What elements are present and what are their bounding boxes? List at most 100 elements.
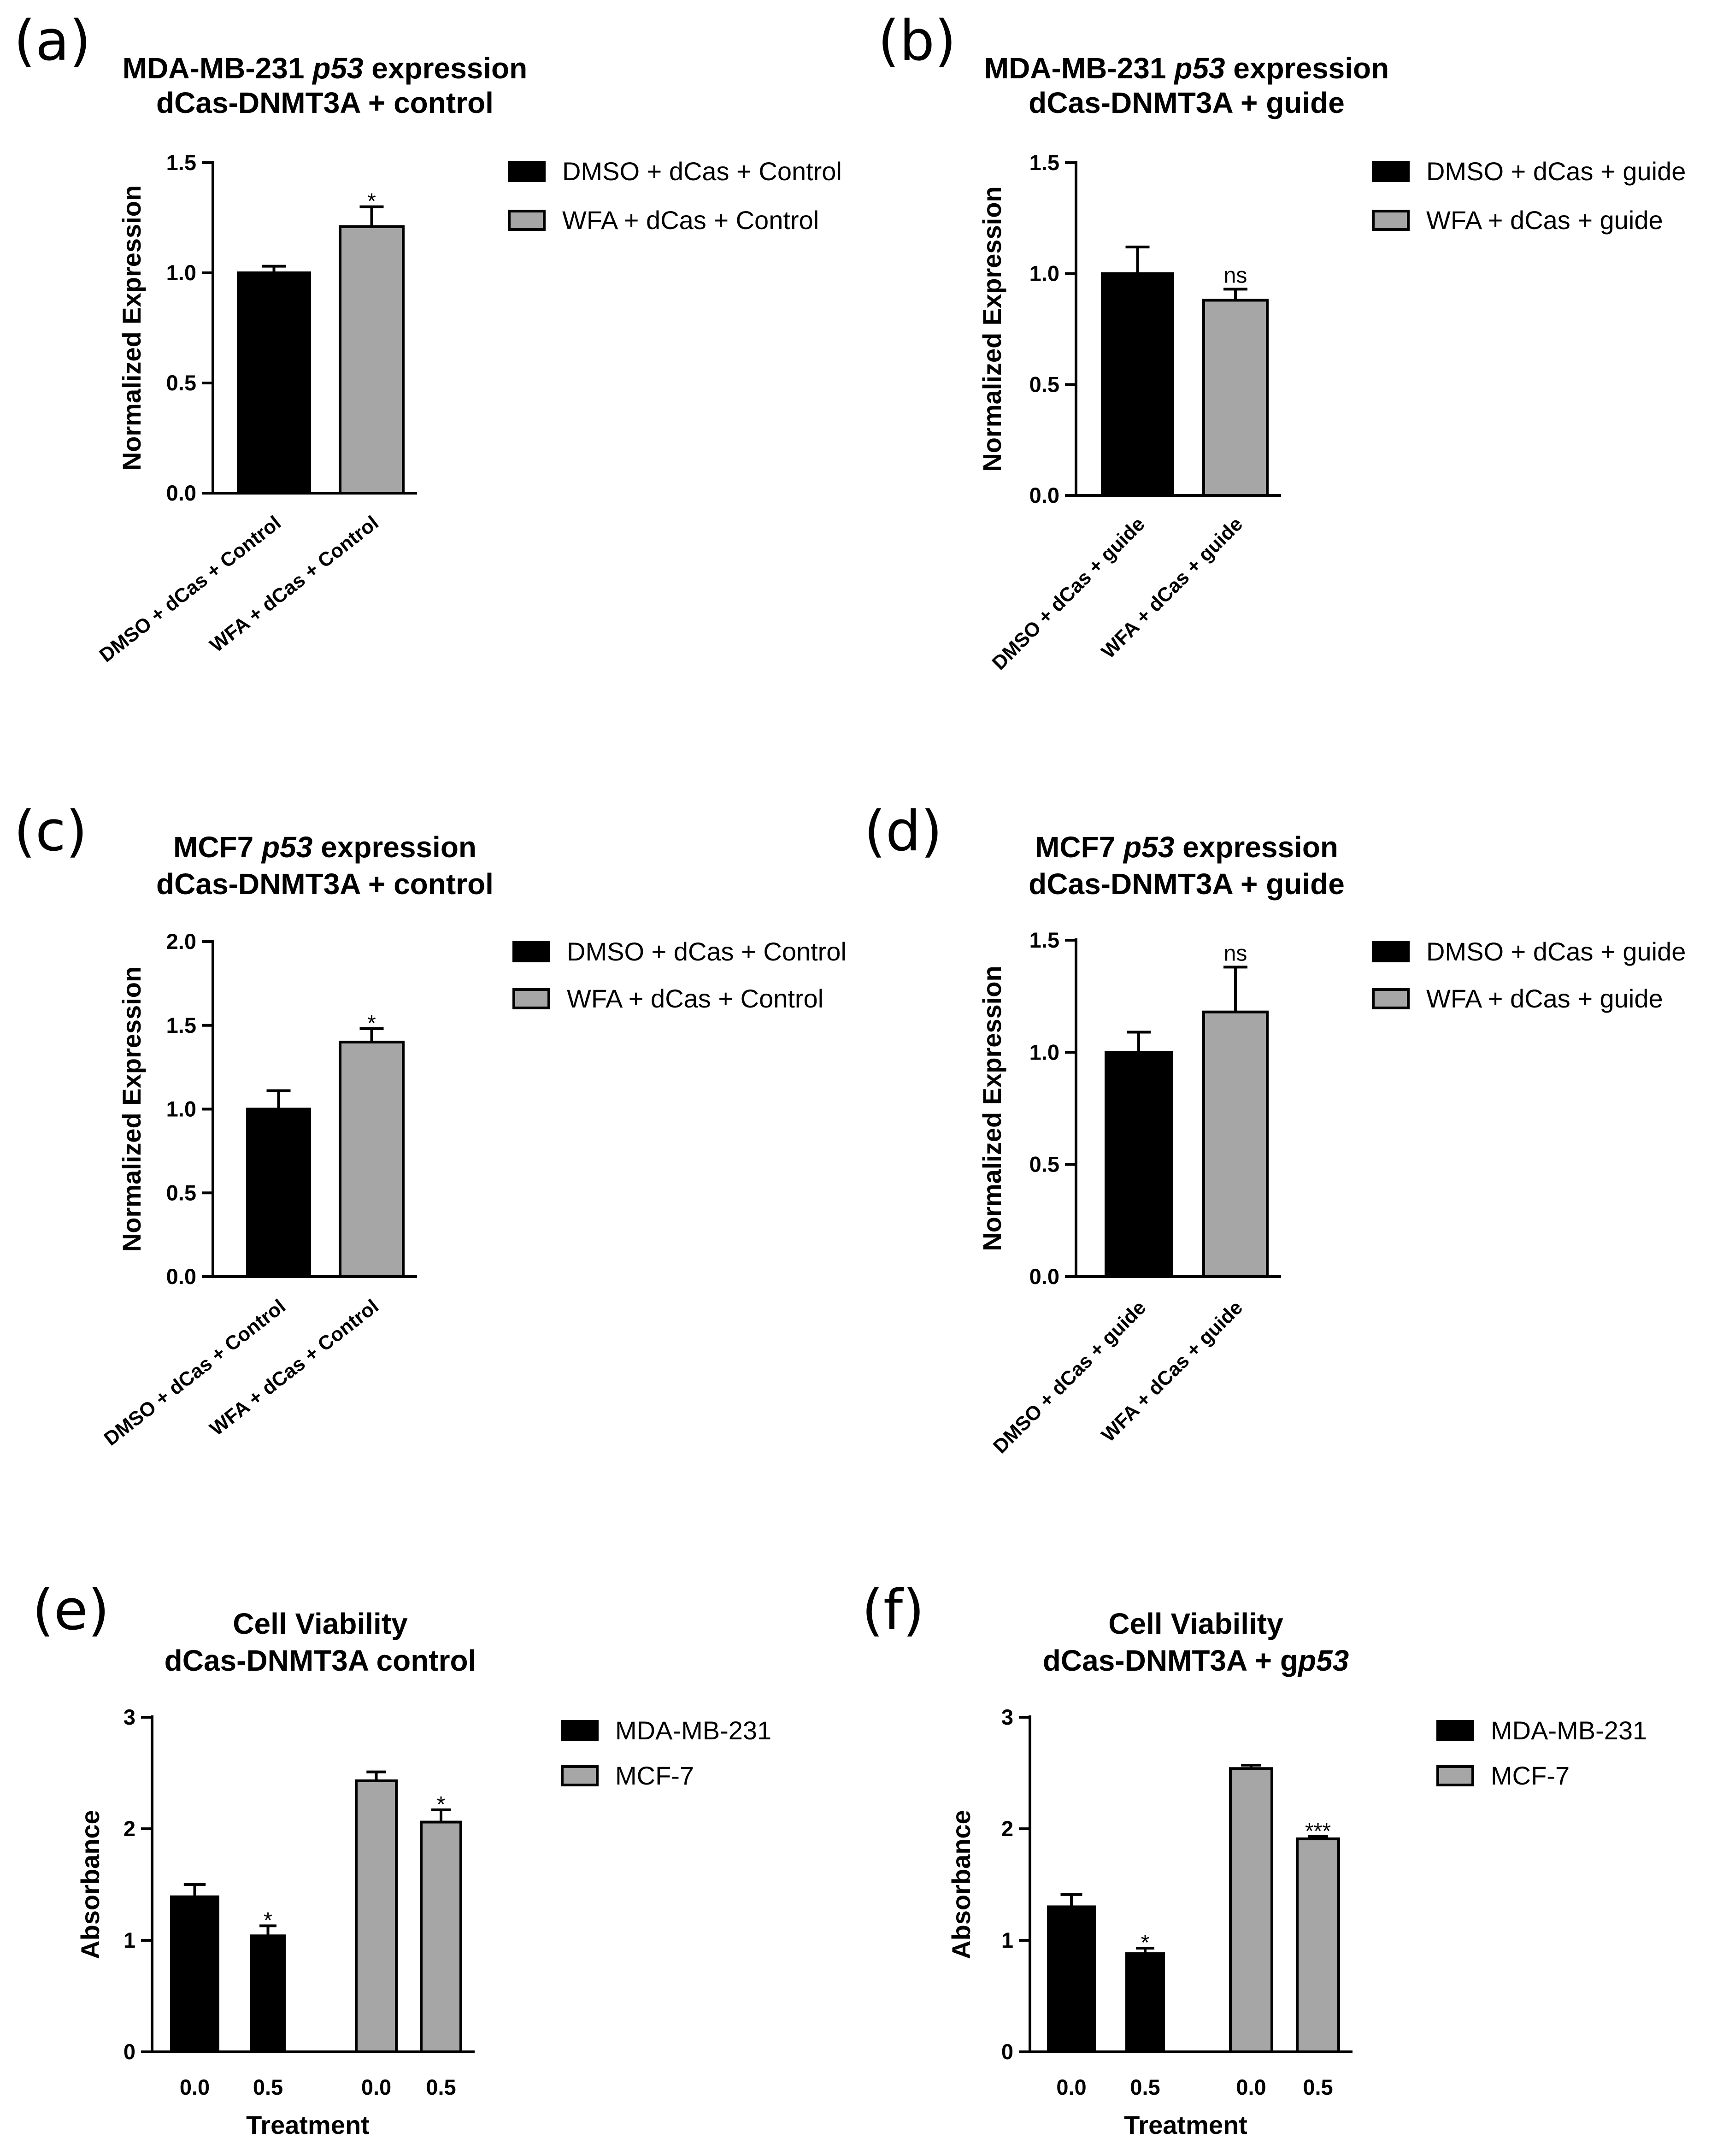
y-axis-label: Normalized Expression	[117, 185, 146, 471]
y-tick-label: 0	[124, 2039, 135, 2064]
legend-label: MCF-7	[615, 1761, 694, 1790]
legend-label: DMSO + dCas + guide	[1426, 157, 1686, 186]
y-tick-label: 2	[124, 1816, 135, 1841]
chart-panel-b: (b) MDA-MB-231 p53 expressiondCas-DNMT3A …	[878, 9, 1686, 674]
y-tick-label: 1.5	[166, 1013, 196, 1037]
x-tick-label: 0.5	[253, 2075, 283, 2099]
chart-panel-f: (f) Cell Viability dCas-DNMT3A + gp53 0 1 2 3 A…	[862, 1579, 1647, 2139]
x-tick-label: 0.0	[1056, 2075, 1086, 2099]
chart-subtitle: dCas-DNMT3A + control	[156, 867, 494, 901]
y-tick-label: 1.5	[166, 150, 196, 175]
significance-label: ns	[1224, 941, 1247, 966]
y-tick-label: 0.5	[166, 1180, 196, 1205]
y-tick-label: 2	[1001, 1816, 1013, 1841]
significance-label: *	[367, 1011, 376, 1036]
legend: DMSO + dCas + Control WFA + dCas + Contro…	[512, 937, 847, 1013]
panel-letter: (e)	[32, 1579, 109, 1643]
significance-label: *	[367, 189, 376, 214]
y-tick-label: 0.5	[166, 371, 196, 395]
bar	[1202, 299, 1269, 497]
bar	[1101, 272, 1174, 497]
bar	[355, 1779, 398, 2053]
legend-swatch	[561, 1720, 599, 1741]
panel-letter: (a)	[14, 9, 91, 73]
y-tick-label: 1.5	[1029, 150, 1059, 175]
legend-swatch	[512, 941, 550, 962]
chart-panel-e: (e) Cell Viability dCas-DNMT3A control 0 1 2 3…	[32, 1579, 771, 2139]
legend-swatch	[512, 988, 550, 1009]
legend: DMSO + dCas + Control WFA + dCas + Contro…	[508, 157, 842, 235]
bar	[1105, 1051, 1173, 1278]
panel-letter: (b)	[878, 9, 956, 73]
x-axis-label: Treatment	[246, 2110, 370, 2139]
legend-swatch	[1372, 941, 1410, 962]
chart-title: MCF7 p53 expression	[1035, 831, 1338, 864]
y-tick-label: 0.0	[1029, 483, 1059, 507]
y-tick-label: 3	[124, 1705, 135, 1729]
chart-subtitle: dCas-DNMT3A + gp53	[1043, 1644, 1349, 1677]
bar	[1202, 1010, 1269, 1278]
y-tick-label: 0.0	[166, 1264, 196, 1289]
significance-label: ***	[1305, 1819, 1331, 1844]
bar	[339, 1041, 405, 1278]
x-tick-label: 0.0	[180, 2075, 210, 2099]
y-tick-label: 1.0	[1029, 261, 1059, 286]
x-tick-label: 0.0	[361, 2075, 391, 2099]
legend-swatch	[1436, 1720, 1474, 1741]
bar	[339, 225, 405, 495]
legend-label: MDA-MB-231	[1491, 1716, 1647, 1745]
bar	[1125, 1952, 1165, 2054]
legend-label: WFA + dCas + Control	[562, 206, 819, 235]
legend-label: DMSO + dCas + guide	[1426, 937, 1686, 966]
bar	[1047, 1905, 1096, 2053]
x-tick-label: WFA + dCas + Control	[206, 1295, 383, 1440]
significance-label: ns	[1224, 263, 1247, 288]
x-tick-label: DMSO + dCas + guide	[989, 1296, 1150, 1458]
y-axis-label: Absorbance	[76, 1810, 105, 1959]
x-axis-label: Treatment	[1124, 2110, 1247, 2139]
legend-swatch	[1372, 210, 1410, 231]
y-tick-label: 0	[1001, 2039, 1013, 2064]
x-tick-label: DMSO + dCas + Control	[95, 512, 285, 666]
legend-label: DMSO + dCas + Control	[562, 157, 842, 186]
bar	[420, 1820, 462, 2053]
chart-subtitle: dCas-DNMT3A + guide	[1029, 867, 1345, 901]
legend: MDA-MB-231 MCF-7	[561, 1716, 771, 1790]
y-tick-label: 1.0	[166, 1097, 196, 1121]
legend-label: WFA + dCas + guide	[1426, 206, 1663, 235]
legend-swatch	[508, 210, 546, 231]
legend-label: DMSO + dCas + Control	[567, 937, 847, 966]
chart-title: MCF7 p53 expression	[173, 831, 476, 864]
y-tick-label: 0.5	[1029, 1152, 1059, 1177]
panel-letter: (c)	[14, 800, 88, 864]
legend: DMSO + dCas + guide WFA + dCas + guide	[1372, 937, 1686, 1013]
chart-title: Cell Viability	[233, 1607, 408, 1640]
legend-label: WFA + dCas + guide	[1426, 984, 1663, 1013]
y-tick-label: 1	[1001, 1928, 1013, 1952]
bar	[246, 1107, 311, 1278]
y-tick-label: 0.5	[1029, 372, 1059, 396]
legend: MDA-MB-231 MCF-7	[1436, 1716, 1647, 1790]
legend-swatch	[1372, 988, 1410, 1009]
x-tick-label: WFA + dCas + Control	[206, 512, 383, 657]
significance-label: *	[1141, 1931, 1150, 1955]
y-axis-label: Normalized Expression	[117, 966, 146, 1252]
x-tick-label: 0.5	[1303, 2075, 1333, 2099]
bar	[250, 1934, 286, 2053]
y-tick-label: 1.0	[1029, 1040, 1059, 1064]
legend-swatch	[1436, 1765, 1474, 1786]
y-axis-label: Normalized Expression	[977, 186, 1006, 471]
chart-title: MDA-MB-231 p53 expression	[123, 52, 527, 85]
y-tick-label: 1.5	[1029, 928, 1059, 952]
panel-letter: (d)	[864, 800, 942, 864]
chart-subtitle: dCas-DNMT3A control	[165, 1644, 476, 1677]
bar	[1229, 1767, 1273, 2054]
legend-label: MCF-7	[1491, 1761, 1570, 1790]
chart-subtitle: dCas-DNMT3A + guide	[1029, 86, 1345, 119]
bar	[1296, 1837, 1340, 2054]
x-tick-label: 0.5	[426, 2075, 456, 2099]
chart-title: MDA-MB-231 p53 expression	[984, 52, 1389, 85]
y-tick-label: 3	[1001, 1705, 1013, 1729]
